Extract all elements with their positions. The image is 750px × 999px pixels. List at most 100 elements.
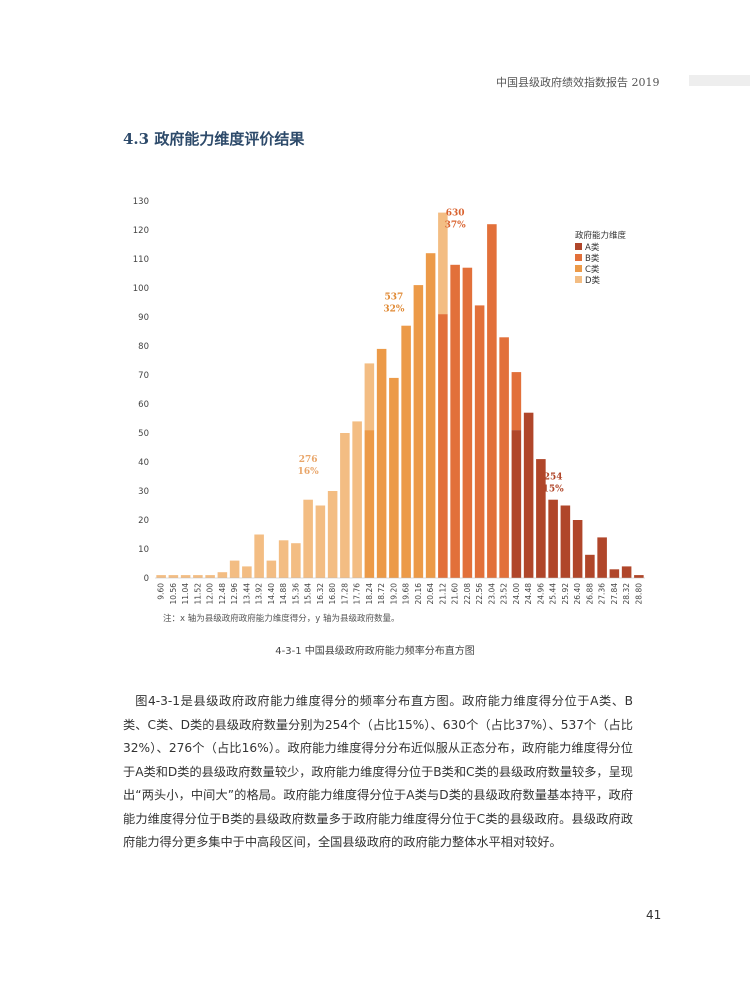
x-tick-label: 25.92 [561,583,570,605]
x-tick-label: 12.48 [218,583,227,605]
y-tick-label: 40 [138,458,149,468]
y-tick-label: 120 [133,226,149,236]
y-tick-label: 90 [138,313,149,323]
legend-label: A类 [585,242,600,253]
bar [254,534,264,578]
bar [327,491,338,578]
x-tick-label: 17.28 [340,583,349,605]
x-tick-label: 20.16 [414,583,423,605]
bar [266,560,277,578]
annotation-percent: 37% [445,221,467,231]
bar [401,325,411,578]
x-tick-label: 14.40 [267,583,276,605]
x-tick-label: 17.76 [353,583,362,605]
bar [217,572,228,578]
header-decoration-bar [689,75,750,86]
body-paragraph: 图4-3-1是县级政府政府能力维度得分的频率分布直方图。政府能力维度得分位于A类… [123,694,633,849]
x-tick-label: 14.88 [279,583,288,605]
x-tick-label: 26.88 [585,583,594,605]
x-tick-label: 24.48 [524,583,533,605]
annotation-count: 537 [384,293,403,303]
x-tick-label: 16.32 [316,583,325,605]
bar [572,520,583,578]
bar [560,505,571,578]
x-tick-label: 23.52 [500,583,509,605]
figure-caption: 4-3-1 中国县级政府政府能力频率分布直方图 [275,646,475,657]
bar [536,459,546,578]
x-tick-label: 21.60 [451,583,460,605]
x-tick-label: 11.52 [193,583,202,605]
x-tick-label: 11.04 [181,583,190,605]
bar [597,537,607,578]
x-tick-label: 23.04 [487,583,496,605]
bar [450,264,460,578]
x-tick-label: 18.24 [365,583,374,605]
bar [474,305,485,578]
bar [205,575,215,578]
annotation-percent: 16% [298,467,320,477]
bar [413,285,424,578]
annotation-count: 630 [446,209,465,219]
x-tick-label: 16.80 [328,583,337,605]
y-tick-label: 80 [138,342,149,352]
bar [242,566,252,578]
section-title: 4.3 政府能力维度评价结果 [123,130,305,148]
x-tick-label: 27.84 [610,583,619,605]
bar [352,421,362,578]
legend-title: 政府能力维度 [575,230,627,241]
x-tick-label: 22.08 [463,583,472,605]
bar [462,267,473,578]
x-tick-label: 28.32 [622,583,631,605]
y-tick-label: 20 [138,516,149,526]
bar [364,363,375,431]
bar [425,253,436,578]
bar [438,212,448,315]
x-tick-label: 13.92 [255,583,264,605]
page-number: 41 [646,908,662,922]
annotation-count: 276 [299,455,318,465]
x-tick-label: 24.96 [536,583,545,605]
x-tick-label: 12.96 [230,583,239,605]
legend-label: D类 [585,275,601,286]
bar [499,337,509,578]
y-tick-label: 30 [138,487,149,497]
y-tick-label: 50 [138,429,149,439]
bar [548,499,558,578]
bar [180,575,191,578]
bar [278,540,289,578]
legend-swatch [575,265,582,272]
legend-swatch [575,254,582,261]
x-tick-label: 19.68 [402,583,411,605]
legend-swatch [575,243,582,250]
x-tick-label: 25.44 [549,583,558,605]
annotation-count: 254 [544,472,563,482]
bar [511,430,522,578]
bar [364,430,375,578]
x-tick-label: 12.00 [206,583,215,605]
annotation-percent: 32% [383,305,405,315]
legend-label: B类 [585,253,600,264]
bar [229,560,240,578]
histogram-chart: 0 10 20 30 40 50 60 70 80 90 100 110 120 130 9.60 10.56… [133,197,645,605]
x-tick-label: 22.56 [475,583,484,605]
bar [303,499,313,578]
legend-label: C类 [585,264,600,275]
bar [389,377,399,578]
y-tick-label: 10 [138,545,149,555]
x-tick-label: 15.36 [291,583,300,605]
x-tick-label: 18.72 [377,583,386,605]
x-tick-label: 9.60 [157,583,166,600]
bar [376,348,387,578]
bar [523,412,534,578]
x-tick-label: 15.84 [304,583,313,605]
x-tick-label: 27.36 [598,583,607,605]
bar [634,575,644,578]
y-tick-label: 130 [133,197,149,207]
bar [156,575,166,578]
x-tick-label: 13.44 [242,583,251,605]
x-tick-label: 19.20 [389,583,398,605]
x-tick-label: 20.64 [426,583,435,605]
legend-swatch [575,276,582,283]
bar [193,575,203,578]
running-header: 中国县级政府绩效指数报告 2019 [496,76,660,89]
